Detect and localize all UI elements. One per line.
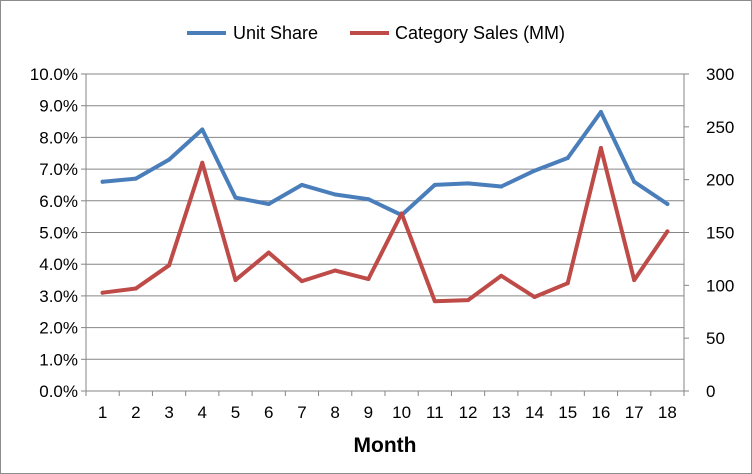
y-left-tick-label: 10.0% bbox=[30, 65, 78, 84]
data-point-unit-share bbox=[167, 157, 172, 162]
data-point-unit-share bbox=[466, 181, 471, 186]
data-point-category-sales-mm bbox=[100, 290, 105, 295]
data-point-unit-share bbox=[532, 168, 537, 173]
x-tick-label: 7 bbox=[297, 403, 306, 422]
x-tick-label: 6 bbox=[264, 403, 273, 422]
x-tick-label: 17 bbox=[625, 403, 644, 422]
gridlines bbox=[86, 73, 684, 360]
data-point-category-sales-mm bbox=[133, 286, 138, 291]
x-tick-label: 9 bbox=[364, 403, 373, 422]
data-point-unit-share bbox=[299, 182, 304, 187]
data-point-unit-share bbox=[565, 156, 570, 161]
y-left-tick-label: 2.0% bbox=[39, 319, 78, 338]
y-left-tick-labels: 0.0% 1.0% 2.0% 3.0% 4.0% 5.0% 6.0% 7.0% 8.0% 9.0%… bbox=[30, 65, 86, 401]
x-tick-label: 3 bbox=[164, 403, 173, 422]
data-point-category-sales-mm bbox=[466, 298, 471, 303]
data-point-category-sales-mm bbox=[200, 160, 205, 165]
x-tick-label: 12 bbox=[459, 403, 478, 422]
y-left-tick-label: 4.0% bbox=[39, 255, 78, 274]
data-point-unit-share bbox=[100, 179, 105, 184]
data-point-unit-share bbox=[432, 182, 437, 187]
data-point-unit-share bbox=[366, 197, 371, 202]
y-right-tick-label: 150 bbox=[706, 224, 734, 243]
x-tick-label: 4 bbox=[198, 403, 207, 422]
data-point-category-sales-mm bbox=[565, 281, 570, 286]
data-point-category-sales-mm bbox=[167, 263, 172, 268]
series-line-category-sales-mm bbox=[100, 146, 670, 304]
x-axis-title: Month bbox=[354, 434, 417, 457]
x-tick-label: 15 bbox=[558, 403, 577, 422]
data-point-unit-share bbox=[598, 110, 603, 115]
y-left-tick-label: 5.0% bbox=[39, 224, 78, 243]
data-point-unit-share bbox=[632, 179, 637, 184]
series-line-unit-share bbox=[100, 110, 670, 218]
data-point-category-sales-mm bbox=[665, 229, 670, 234]
data-point-unit-share bbox=[133, 176, 138, 181]
data-point-category-sales-mm bbox=[299, 279, 304, 284]
y-right-tick-label: 300 bbox=[706, 65, 734, 84]
data-point-unit-share bbox=[200, 127, 205, 132]
x-tick-label: 13 bbox=[492, 403, 511, 422]
y-left-tick-label: 7.0% bbox=[39, 160, 78, 179]
data-point-unit-share bbox=[333, 192, 338, 197]
data-point-category-sales-mm bbox=[598, 145, 603, 150]
data-point-unit-share bbox=[266, 201, 271, 206]
x-tick-label: 11 bbox=[426, 403, 444, 422]
legend-label-unit-share: Unit Share bbox=[233, 23, 318, 43]
x-tick-label: 2 bbox=[131, 403, 140, 422]
legend-label-category-sales: Category Sales (MM) bbox=[395, 23, 565, 43]
x-tick-label: 8 bbox=[330, 403, 339, 422]
x-tick-label: 1 bbox=[98, 403, 107, 422]
data-point-category-sales-mm bbox=[432, 299, 437, 304]
data-point-unit-share bbox=[233, 195, 238, 200]
x-tick-labels: 1 2 3 4 5 6 7 8 9 10 11 12 13 14 15 16 17 18 bbox=[85, 391, 685, 422]
x-tick-label: 18 bbox=[658, 403, 677, 422]
y-right-tick-label: 50 bbox=[706, 329, 725, 348]
data-point-category-sales-mm bbox=[333, 268, 338, 273]
y-right-tick-label: 200 bbox=[706, 171, 734, 190]
legend: Unit Share Category Sales (MM) bbox=[187, 23, 565, 43]
data-point-category-sales-mm bbox=[233, 278, 238, 283]
x-tick-label: 10 bbox=[392, 403, 411, 422]
y-left-tick-label: 3.0% bbox=[39, 287, 78, 306]
data-point-category-sales-mm bbox=[366, 276, 371, 281]
y-right-tick-label: 250 bbox=[706, 118, 734, 137]
y-right-tick-label: 0 bbox=[706, 382, 715, 401]
series-lines bbox=[100, 110, 670, 304]
x-tick-label: 16 bbox=[591, 403, 610, 422]
data-point-unit-share bbox=[665, 201, 670, 206]
data-point-unit-share bbox=[499, 184, 504, 189]
x-tick-label: 14 bbox=[525, 403, 544, 422]
y-left-tick-label: 6.0% bbox=[39, 192, 78, 211]
data-point-category-sales-mm bbox=[499, 273, 504, 278]
y-left-tick-label: 8.0% bbox=[39, 128, 78, 147]
y-left-tick-label: 0.0% bbox=[39, 382, 78, 401]
y-right-tick-labels: 0 50 100 150 200 250 300 bbox=[684, 65, 734, 401]
data-point-category-sales-mm bbox=[266, 250, 271, 255]
y-right-tick-label: 100 bbox=[706, 276, 734, 295]
data-point-category-sales-mm bbox=[532, 294, 537, 299]
data-point-category-sales-mm bbox=[399, 211, 404, 216]
data-point-category-sales-mm bbox=[632, 278, 637, 283]
y-left-tick-label: 1.0% bbox=[39, 350, 78, 369]
x-tick-label: 5 bbox=[231, 403, 240, 422]
y-left-tick-label: 9.0% bbox=[39, 97, 78, 116]
